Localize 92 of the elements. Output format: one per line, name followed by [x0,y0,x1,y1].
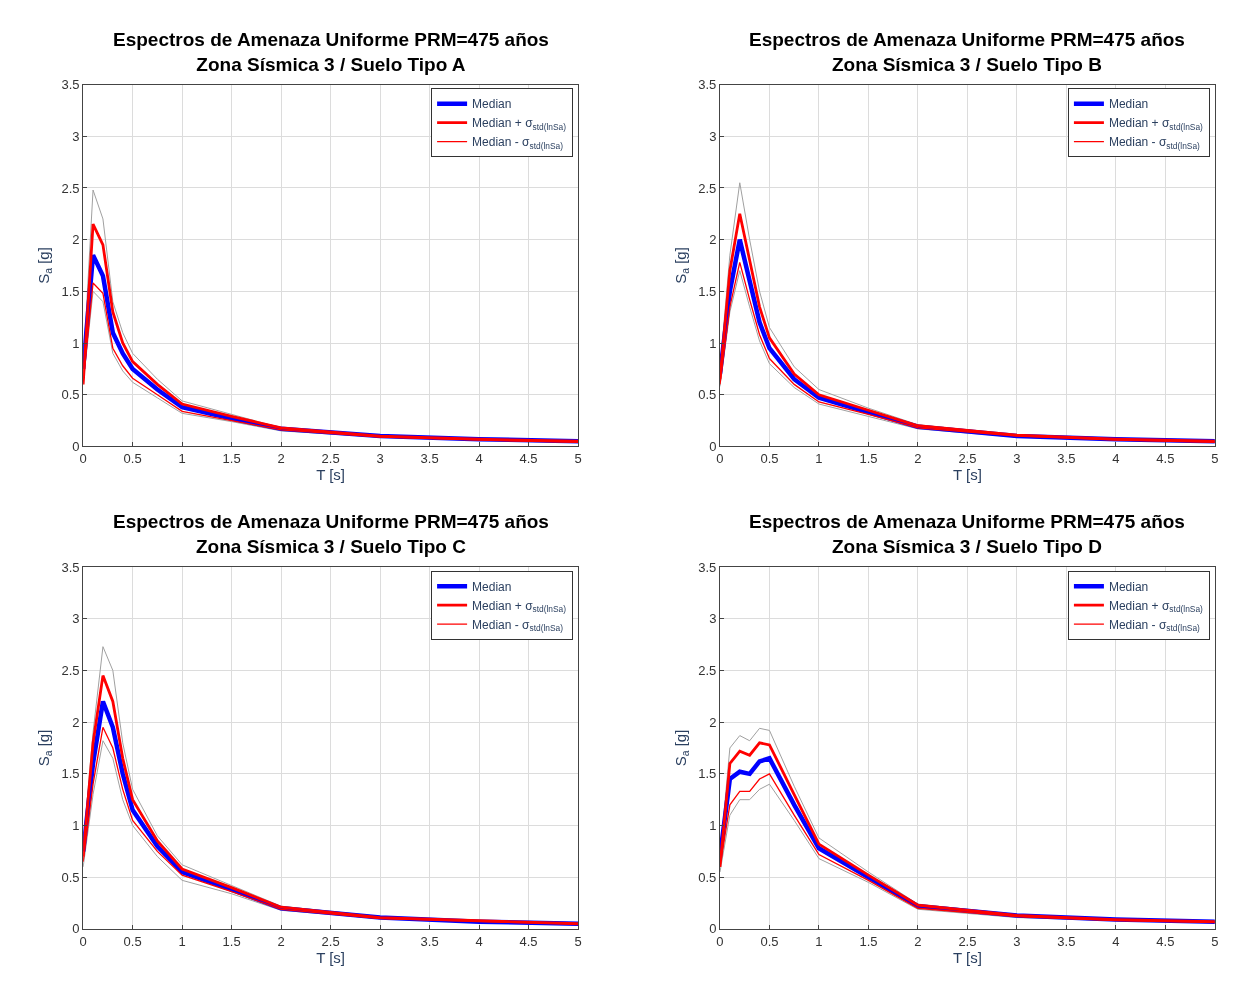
y-tick-label: 1 [709,818,717,834]
x-tick-label: 2 [914,933,922,949]
x-tick-label: 0.5 [123,451,142,467]
x-tick-label: 2.5 [321,451,340,467]
x-tick-label: 2 [914,451,922,467]
y-tick-label: 0 [72,921,80,937]
y-tick-label: 3 [709,128,717,144]
legend-label: Median [472,97,512,112]
y-tick-label: 2 [709,232,717,248]
x-tick-label: 3 [1013,451,1021,467]
y-tick-label: 2.5 [698,662,717,678]
y-tick-label: 3.5 [61,77,80,93]
legend-label: Median + σ$_{std(lnSa)}$ [472,598,567,615]
legend-label: Median [472,579,512,594]
x-tick-label: 2 [277,451,285,467]
x-tick-label: 0.5 [123,933,142,949]
x-tick-label: 0.5 [760,451,779,467]
chart-title: Espectros de Amenaza Uniforme PRM=475 años Zona Sísmica 3 / Suelo Tipo A [113,29,549,75]
chart-title: Espectros de Amenaza Uniforme PRM=475 años Zona Sísmica 3 / Suelo Tipo B [749,29,1185,75]
x-tick-label: 5 [1211,933,1219,949]
y-tick-label: 2.5 [61,662,80,678]
x-axis-title: T [s] [316,466,346,484]
legend-label: Median + σ$_{std(lnSa)}$ [1108,598,1204,615]
x-tick-label: 1 [178,933,186,949]
x-tick-label: 3.5 [1057,451,1076,467]
x-tick-label: 5 [574,933,582,949]
y-tick-label: 0.5 [61,387,80,403]
y-tick-label: 1 [72,818,80,834]
y-tick-label: 2 [72,232,80,248]
legend-label: Median - σ$_{std(lnSa)}$ [1108,617,1201,634]
y-tick-label: 2 [709,714,717,730]
x-tick-label: 4 [475,451,483,467]
y-tick-label: 3.5 [698,77,717,93]
x-tick-label: 3.5 [1057,933,1076,949]
x-tick-label: 3 [376,451,384,467]
x-tick-label: 4.5 [519,451,538,467]
x-tick-label: 2 [277,933,285,949]
y-tick-label: 0.5 [698,387,717,403]
y-tick-label: 0.5 [698,869,717,885]
legend-label: Median - σ$_{std(lnSa)}$ [472,617,564,634]
y-tick-label: 0 [709,921,717,937]
legend-label: Median + σ$_{std(lnSa)}$ [472,116,567,132]
x-tick-label: 1.5 [859,933,878,949]
x-tick-label: 2.5 [321,933,340,949]
x-tick-label: 1.5 [859,451,878,467]
x-tick-label: 1 [815,451,823,467]
x-tick-label: 5 [1211,451,1219,467]
x-tick-label: 0.5 [760,933,779,949]
x-tick-label: 1.5 [222,933,241,949]
y-tick-label: 2.5 [698,180,717,196]
y-tick-label: 1.5 [698,766,717,782]
x-tick-label: 2.5 [958,451,977,467]
y-tick-label: 1.5 [698,283,717,299]
y-tick-label: 1.5 [61,283,80,299]
y-tick-label: 1 [72,335,80,351]
legend-label: Median [1108,579,1149,594]
x-tick-label: 4 [1112,451,1120,467]
y-tick-label: 1.5 [61,766,80,782]
y-tick-label: 3 [72,611,80,627]
y-tick-label: 2.5 [61,180,80,196]
x-tick-label: 3 [376,933,384,949]
x-tick-label: 4.5 [1156,933,1175,949]
y-tick-label: 3 [709,611,717,627]
x-tick-label: 4.5 [519,933,538,949]
x-tick-label: 4 [1112,933,1120,949]
y-tick-label: 3 [72,128,80,144]
x-tick-label: 1 [815,933,823,949]
x-axis-title: T [s] [316,948,346,966]
x-tick-label: 1.5 [222,451,241,467]
x-axis-title: T [s] [952,466,982,484]
y-tick-label: 3.5 [698,559,717,575]
legend-label: Median [1108,97,1149,112]
x-axis-title: T [s] [952,948,982,966]
chart-title: Espectros de Amenaza Uniforme PRM=475 años Zona Sísmica 3 / Suelo Tipo C [113,511,549,557]
y-tick-label: 0 [709,438,717,454]
x-tick-label: 5 [574,451,582,467]
legend-label: Median - σ$_{std(lnSa)}$ [1108,135,1201,151]
legend-label: Median + σ$_{std(lnSa)}$ [1108,116,1204,132]
y-tick-label: 1 [709,335,717,351]
x-tick-label: 1 [178,451,186,467]
y-tick-label: 0.5 [61,869,80,885]
legend-label: Median - σ$_{std(lnSa)}$ [472,135,564,151]
chart-title: Espectros de Amenaza Uniforme PRM=475 años Zona Sísmica 3 / Suelo Tipo D [749,511,1185,557]
x-tick-label: 3.5 [420,451,439,467]
y-tick-label: 0 [72,438,80,454]
x-tick-label: 3.5 [420,933,439,949]
y-tick-label: 3.5 [61,559,80,575]
x-tick-label: 2.5 [958,933,977,949]
x-tick-label: 4 [475,933,483,949]
y-tick-label: 2 [72,714,80,730]
x-tick-label: 4.5 [1156,451,1175,467]
x-tick-label: 3 [1013,933,1021,949]
